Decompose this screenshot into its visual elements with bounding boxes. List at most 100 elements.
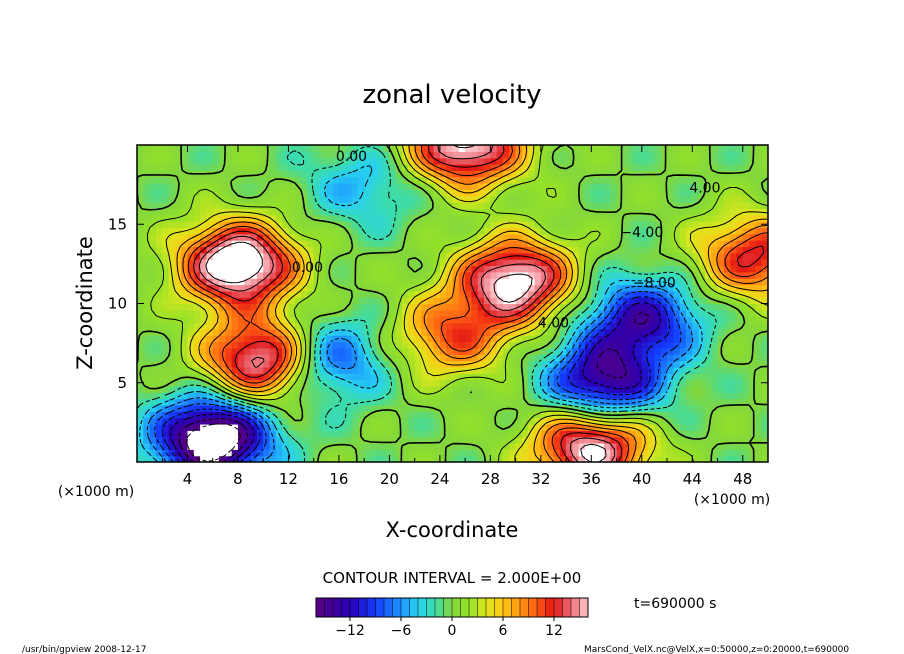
heatmap-cell [370, 392, 378, 400]
heatmap-cell [471, 411, 479, 419]
heatmap-cell [610, 214, 618, 222]
heatmap-cell [515, 366, 523, 374]
heatmap-cell [376, 385, 384, 393]
heatmap-cell [256, 455, 264, 462]
heatmap-cell [155, 290, 163, 298]
heatmap-cell [742, 430, 750, 438]
heatmap-cell [502, 335, 510, 343]
heatmap-cell [585, 290, 592, 298]
heatmap-cell [187, 290, 195, 298]
heatmap-cell [345, 170, 353, 178]
heatmap-cell [206, 455, 214, 462]
heatmap-cell [408, 360, 416, 368]
heatmap-cell [610, 449, 618, 457]
heatmap-cell [717, 145, 725, 152]
heatmap-cell [452, 240, 460, 248]
heatmap-cell [641, 442, 649, 450]
heatmap-cell [326, 322, 334, 330]
heatmap-cell [452, 335, 460, 343]
heatmap-cell [585, 202, 592, 209]
heatmap-cell [256, 335, 264, 343]
heatmap-cell [307, 157, 315, 165]
heatmap-cell [143, 309, 151, 317]
heatmap-cell [370, 354, 378, 362]
heatmap-cell [351, 341, 359, 349]
heatmap-cell [629, 271, 637, 279]
heatmap-cell [667, 373, 674, 381]
heatmap-cell [162, 328, 170, 336]
heatmap-cell [528, 189, 536, 197]
heatmap-cell [641, 417, 649, 425]
heatmap-cell [509, 208, 517, 216]
heatmap-cell [219, 442, 226, 450]
heatmap-cell [263, 290, 271, 298]
heatmap-cell [452, 423, 460, 431]
heatmap-cell [477, 379, 485, 387]
heatmap-cell [490, 354, 498, 362]
heatmap-cell [698, 284, 706, 292]
heatmap-cell [326, 145, 334, 152]
heatmap-cell [654, 240, 662, 248]
heatmap-cell [446, 233, 454, 241]
heatmap-cell [629, 303, 637, 311]
heatmap-cell [414, 246, 422, 254]
heatmap-cell [452, 265, 460, 273]
heatmap-cell [338, 240, 346, 248]
heatmap-cell [376, 347, 384, 355]
heatmap-cell [648, 214, 656, 222]
heatmap-cell [679, 347, 687, 355]
heatmap-cell [376, 189, 384, 197]
heatmap-cell [332, 449, 340, 457]
heatmap-cell [332, 246, 340, 254]
heatmap-cell [219, 449, 226, 457]
heatmap-cell [471, 328, 479, 336]
heatmap-cell [515, 411, 523, 419]
heatmap-cell [585, 411, 592, 419]
heatmap-cell [755, 404, 763, 412]
heatmap-cell [351, 208, 359, 216]
heatmap-cell [427, 385, 435, 393]
heatmap-cell [458, 157, 466, 165]
heatmap-cell [629, 379, 637, 387]
heatmap-cell [427, 430, 435, 438]
heatmap-cell [723, 151, 731, 159]
heatmap-cell [654, 271, 662, 279]
heatmap-cell [755, 157, 763, 165]
heatmap-cell [357, 265, 365, 273]
heatmap-cell [275, 341, 283, 349]
heatmap-cell [704, 411, 712, 419]
heatmap-cell [711, 322, 719, 330]
heatmap-cell [559, 246, 567, 254]
heatmap-cell [559, 189, 567, 197]
heatmap-cell [395, 430, 403, 438]
heatmap-cell [603, 240, 611, 248]
heatmap-cell [143, 379, 151, 387]
heatmap-cell [187, 442, 195, 450]
heatmap-cell [616, 442, 624, 450]
heatmap-cell [521, 214, 529, 222]
heatmap-cell [307, 145, 315, 152]
heatmap-cell [685, 145, 693, 152]
heatmap-cell [597, 195, 605, 203]
heatmap-cell [704, 170, 712, 178]
heatmap-cell [193, 271, 201, 279]
heatmap-cell [212, 423, 220, 431]
heatmap-cell [395, 392, 403, 400]
heatmap-cell [231, 404, 239, 412]
heatmap-cell [206, 164, 214, 171]
heatmap-cell [742, 297, 750, 305]
heatmap-cell [603, 322, 611, 330]
heatmap-cell [704, 436, 712, 444]
heatmap-cell [137, 151, 144, 159]
heatmap-cell [490, 347, 498, 355]
heatmap-cell [288, 246, 296, 254]
heatmap-cell [345, 252, 353, 260]
heatmap-cell [496, 195, 504, 203]
heatmap-cell [629, 290, 637, 298]
heatmap-cell [742, 366, 750, 374]
heatmap-cell [389, 373, 397, 381]
heatmap-cell [439, 385, 447, 393]
heatmap-cell [736, 411, 744, 419]
heatmap-cell [723, 430, 731, 438]
heatmap-cell [250, 297, 258, 305]
